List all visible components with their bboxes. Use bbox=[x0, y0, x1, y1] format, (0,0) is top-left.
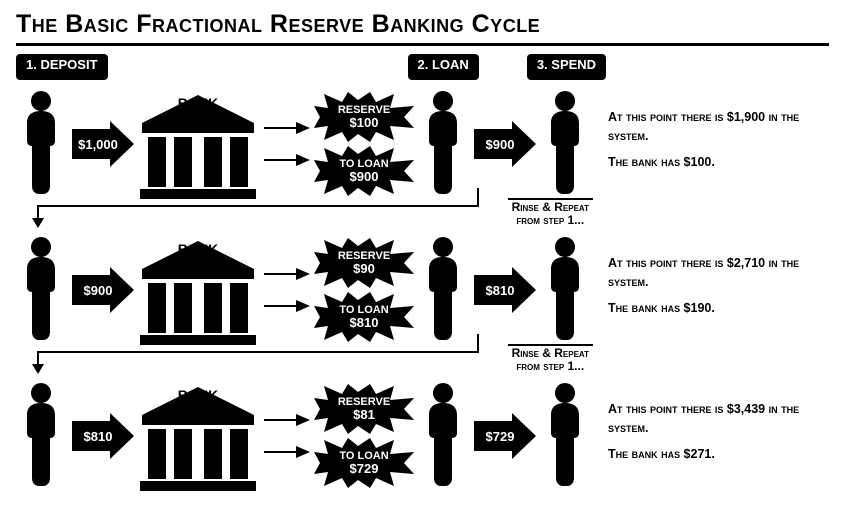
person-borrower-icon bbox=[418, 381, 468, 491]
arrow-to-loan-icon bbox=[262, 444, 310, 460]
bank-icon: BANK bbox=[138, 235, 258, 345]
deposit-arrow: $1,000 bbox=[70, 121, 134, 167]
rinse-label: Rinse & Repeatfrom step 1... bbox=[508, 344, 593, 373]
reserve-amount: $81 bbox=[353, 408, 375, 422]
person-depositor-icon bbox=[16, 381, 66, 491]
caption-bank: The bank has $271. bbox=[608, 445, 829, 464]
caption-bank: The bank has $190. bbox=[608, 299, 829, 318]
person-recipient-icon bbox=[540, 235, 590, 345]
person-depositor-icon bbox=[16, 89, 66, 199]
caption-bank: The bank has $100. bbox=[608, 153, 829, 172]
reserve-amount: $90 bbox=[353, 262, 375, 276]
spend-amount: $810 bbox=[486, 283, 515, 298]
page-title: The Basic Fractional Reserve Banking Cyc… bbox=[16, 10, 829, 46]
reserve-burst: RESERVE $90 bbox=[314, 238, 414, 288]
person-recipient-icon bbox=[540, 89, 590, 199]
bank-label: BANK bbox=[178, 241, 218, 257]
cycle-row: $810 BANK RESERVE $81 TO LOAN $729 $7 bbox=[16, 376, 829, 496]
deposit-amount: $810 bbox=[84, 429, 113, 444]
rinse-label: Rinse & Repeatfrom step 1... bbox=[508, 198, 593, 227]
step-spend-tag: 3. SPEND bbox=[527, 54, 606, 80]
rinse-repeat: Rinse & Repeatfrom step 1... bbox=[16, 204, 829, 230]
spend-arrow: $729 bbox=[472, 413, 536, 459]
reserve-amount: $100 bbox=[350, 116, 379, 130]
step-loan-tag: 2. LOAN bbox=[408, 54, 479, 80]
caption-total: At this point there is $3,439 in the sys… bbox=[608, 400, 829, 438]
bank-label: BANK bbox=[178, 387, 218, 403]
cycle-caption: At this point there is $2,710 in the sys… bbox=[594, 254, 829, 326]
deposit-arrow: $900 bbox=[70, 267, 134, 313]
arrow-to-loan-icon bbox=[262, 152, 310, 168]
reserve-burst: RESERVE $81 bbox=[314, 384, 414, 434]
caption-total: At this point there is $2,710 in the sys… bbox=[608, 254, 829, 292]
to-loan-amount: $810 bbox=[350, 316, 379, 330]
arrow-to-reserve-icon bbox=[262, 412, 310, 428]
bank-label: BANK bbox=[178, 95, 218, 111]
to-loan-amount: $729 bbox=[350, 462, 379, 476]
deposit-amount: $900 bbox=[84, 283, 113, 298]
arrow-to-reserve-icon bbox=[262, 120, 310, 136]
loop-arrow-icon bbox=[26, 188, 496, 228]
spend-amount: $729 bbox=[486, 429, 515, 444]
reserve-burst: RESERVE $100 bbox=[314, 92, 414, 142]
step-header: 1. DEPOSIT 2. LOAN 3. SPEND bbox=[16, 54, 829, 80]
person-borrower-icon bbox=[418, 89, 468, 199]
arrow-to-loan-icon bbox=[262, 298, 310, 314]
loop-arrow-icon bbox=[26, 334, 496, 374]
deposit-arrow: $810 bbox=[70, 413, 134, 459]
cycle-row: $1,000 BANK RESERVE $100 TO LOAN $900 bbox=[16, 84, 829, 204]
arrow-to-reserve-icon bbox=[262, 266, 310, 282]
cycle-caption: At this point there is $3,439 in the sys… bbox=[594, 400, 829, 472]
spend-arrow: $810 bbox=[472, 267, 536, 313]
person-depositor-icon bbox=[16, 235, 66, 345]
spend-amount: $900 bbox=[486, 137, 515, 152]
to-loan-amount: $900 bbox=[350, 170, 379, 184]
person-recipient-icon bbox=[540, 381, 590, 491]
to-loan-burst: TO LOAN $729 bbox=[314, 438, 414, 488]
cycle-caption: At this point there is $1,900 in the sys… bbox=[594, 108, 829, 180]
bank-icon: BANK bbox=[138, 381, 258, 491]
rinse-repeat: Rinse & Repeatfrom step 1... bbox=[16, 350, 829, 376]
caption-total: At this point there is $1,900 in the sys… bbox=[608, 108, 829, 146]
spend-arrow: $900 bbox=[472, 121, 536, 167]
bank-icon: BANK bbox=[138, 89, 258, 199]
deposit-amount: $1,000 bbox=[78, 137, 118, 152]
person-borrower-icon bbox=[418, 235, 468, 345]
cycle-row: $900 BANK RESERVE $90 TO LOAN $810 $8 bbox=[16, 230, 829, 350]
step-deposit-tag: 1. DEPOSIT bbox=[16, 54, 108, 80]
